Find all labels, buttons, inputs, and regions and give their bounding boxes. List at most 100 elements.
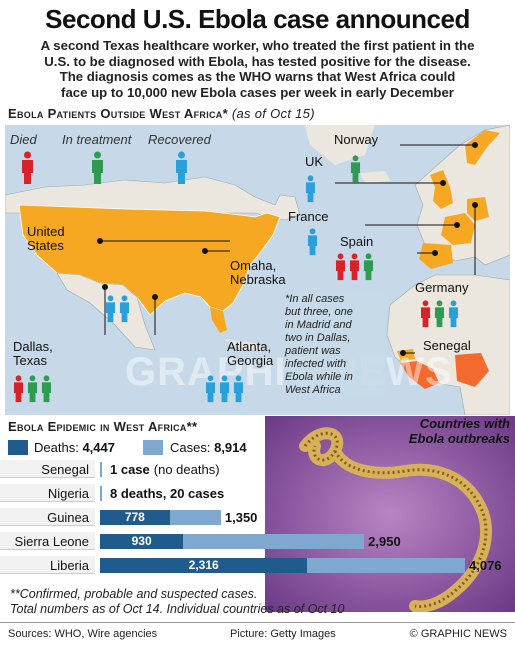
treatment-person-icon bbox=[91, 151, 103, 184]
footnote-line: **Confirmed, probable and suspected case… bbox=[10, 587, 258, 601]
france-label: France bbox=[288, 209, 329, 224]
world-map: GRAPHIC NEWS Died In treatment Recovered… bbox=[5, 125, 510, 415]
sources: Sources: WHO, Wire agencies bbox=[8, 628, 158, 640]
outbreak-label-line: Countries with bbox=[419, 416, 510, 431]
deaths-bar: 778 bbox=[100, 510, 170, 525]
epidemic-title: Ebola Epidemic in West Africa** bbox=[8, 419, 197, 434]
standfirst: A second Texas healthcare worker, who tr… bbox=[8, 38, 507, 100]
cases-value-label: 4,076 bbox=[469, 558, 502, 573]
country-label-bg: Senegal bbox=[0, 460, 95, 478]
cuba-shape bbox=[223, 339, 267, 351]
dallas-label: Dallas, Texas bbox=[13, 340, 53, 368]
dallas-label-line: Dallas, bbox=[13, 339, 53, 354]
country-name: Nigeria bbox=[47, 486, 89, 501]
map-note-line: but three, one bbox=[285, 306, 353, 318]
country-name: Senegal bbox=[41, 462, 89, 477]
country-label-bg: Guinea bbox=[0, 508, 95, 526]
iceland-shape bbox=[360, 171, 390, 183]
uk-label: UK bbox=[305, 154, 324, 169]
germany-label: Germany bbox=[415, 280, 469, 295]
treatment-person-icon bbox=[41, 375, 52, 403]
ebola-virus-image bbox=[265, 416, 515, 612]
omaha-label-line: Nebraska bbox=[230, 272, 286, 287]
country-name: Liberia bbox=[49, 558, 89, 573]
country-label-bg: Liberia bbox=[0, 556, 95, 574]
treatment-person-icon bbox=[27, 375, 38, 403]
recovered-person-icon bbox=[305, 175, 316, 203]
epidemic-title-text: Ebola Epidemic in West Africa** bbox=[8, 419, 198, 434]
senegal-label: Senegal bbox=[423, 338, 471, 353]
row-summary-sub: (no deaths) bbox=[153, 462, 220, 477]
cases-legend: Cases: 8,914 bbox=[170, 440, 247, 455]
recovered-person-icon bbox=[175, 151, 187, 184]
country-label-bg: Sierra Leone bbox=[0, 532, 95, 550]
deaths-bar: 930 bbox=[100, 534, 184, 549]
row-summary-text: 8 deaths, 20 cases bbox=[110, 486, 225, 501]
standfirst-line: face up to 10,000 new Ebola cases per we… bbox=[61, 84, 454, 100]
uk-shape bbox=[430, 170, 453, 209]
map-note-line: West Africa bbox=[285, 384, 341, 396]
us-label-line: States bbox=[27, 238, 64, 253]
atlanta-label-line: Atlanta, bbox=[227, 339, 272, 354]
recovered-person-icon bbox=[219, 375, 230, 403]
died-person-icon bbox=[13, 375, 24, 403]
outbreak-west-africa-shape bbox=[400, 361, 439, 389]
epidemic-section: Countries with Ebola outbreaks Ebola Epi… bbox=[0, 416, 515, 616]
spain-label: Spain bbox=[340, 234, 374, 249]
france-shape bbox=[441, 213, 475, 245]
died-person-icon bbox=[335, 253, 346, 281]
map-note-line: in Madrid and bbox=[285, 319, 352, 331]
map-title: Ebola Patients Outside West Africa* bbox=[8, 106, 228, 121]
country-name: Guinea bbox=[47, 510, 89, 525]
row-summary-text: 1 case bbox=[110, 462, 150, 477]
nigeria-shape bbox=[455, 353, 489, 387]
map-note-line: Ebola while in bbox=[285, 371, 353, 383]
deaths-legend-label: Deaths: bbox=[34, 440, 79, 455]
norway-shape bbox=[465, 130, 500, 165]
standfirst-line: A second Texas healthcare worker, who tr… bbox=[40, 38, 475, 53]
spain-shape bbox=[419, 243, 453, 269]
footnote-line: Total numbers as of Oct 14. Individual c… bbox=[10, 602, 345, 616]
germany-shape bbox=[467, 197, 489, 221]
florida-shape bbox=[210, 307, 227, 333]
atlanta-label-line: Georgia bbox=[227, 353, 274, 368]
row-summary: 1 case (no deaths) bbox=[110, 462, 220, 477]
cases-total: 8,914 bbox=[214, 440, 247, 455]
map-note-line: patient was bbox=[285, 345, 341, 357]
graphic-news-credit: © GRAPHIC NEWS bbox=[409, 628, 507, 640]
map-note: *In all cases but three, one in Madrid a… bbox=[285, 293, 385, 397]
country-name: Sierra Leone bbox=[14, 534, 89, 549]
recovered-person-icon bbox=[119, 295, 130, 323]
map-note-line: infected with bbox=[285, 358, 347, 370]
recovered-person-icon bbox=[205, 375, 216, 403]
deaths-total: 4,447 bbox=[82, 440, 115, 455]
norway-label: Norway bbox=[334, 132, 379, 147]
us-label: United States bbox=[27, 225, 65, 253]
leader-lines bbox=[97, 142, 478, 356]
legend-died: Died bbox=[10, 132, 37, 147]
cases-legend-label: Cases: bbox=[170, 440, 211, 455]
footnote: **Confirmed, probable and suspected case… bbox=[10, 587, 344, 617]
row-summary: 8 deaths, 20 cases bbox=[110, 486, 224, 501]
footer: Sources: WHO, Wire agencies Picture: Get… bbox=[0, 622, 515, 645]
atlanta-label: Atlanta, Georgia bbox=[227, 340, 273, 368]
cases-value-label: 2,950 bbox=[368, 534, 401, 549]
cases-legend-swatch bbox=[143, 440, 163, 455]
outbreak-label: Countries with Ebola outbreaks bbox=[375, 416, 510, 446]
recovered-person-icon bbox=[448, 300, 459, 328]
greenland-shape bbox=[305, 125, 375, 165]
map-section-title: Ebola Patients Outside West Africa* (as … bbox=[8, 106, 315, 121]
dallas-label-line: Texas bbox=[13, 353, 47, 368]
picture-credit: Picture: Getty Images bbox=[230, 628, 336, 640]
outbreak-label-line: Ebola outbreaks bbox=[408, 431, 510, 446]
map-note-line: two in Dallas, bbox=[285, 332, 351, 344]
died-person-icon bbox=[420, 300, 431, 328]
treatment-person-icon bbox=[434, 300, 445, 328]
deaths-bar: 2,316 bbox=[100, 558, 308, 573]
country-label-bg: Nigeria bbox=[0, 484, 95, 502]
cases-bar bbox=[100, 462, 102, 477]
cases-bar bbox=[100, 486, 102, 501]
map-note-line: *In all cases bbox=[285, 293, 345, 305]
treatment-person-icon bbox=[363, 253, 374, 281]
omaha-label-line: Omaha, bbox=[230, 258, 277, 273]
